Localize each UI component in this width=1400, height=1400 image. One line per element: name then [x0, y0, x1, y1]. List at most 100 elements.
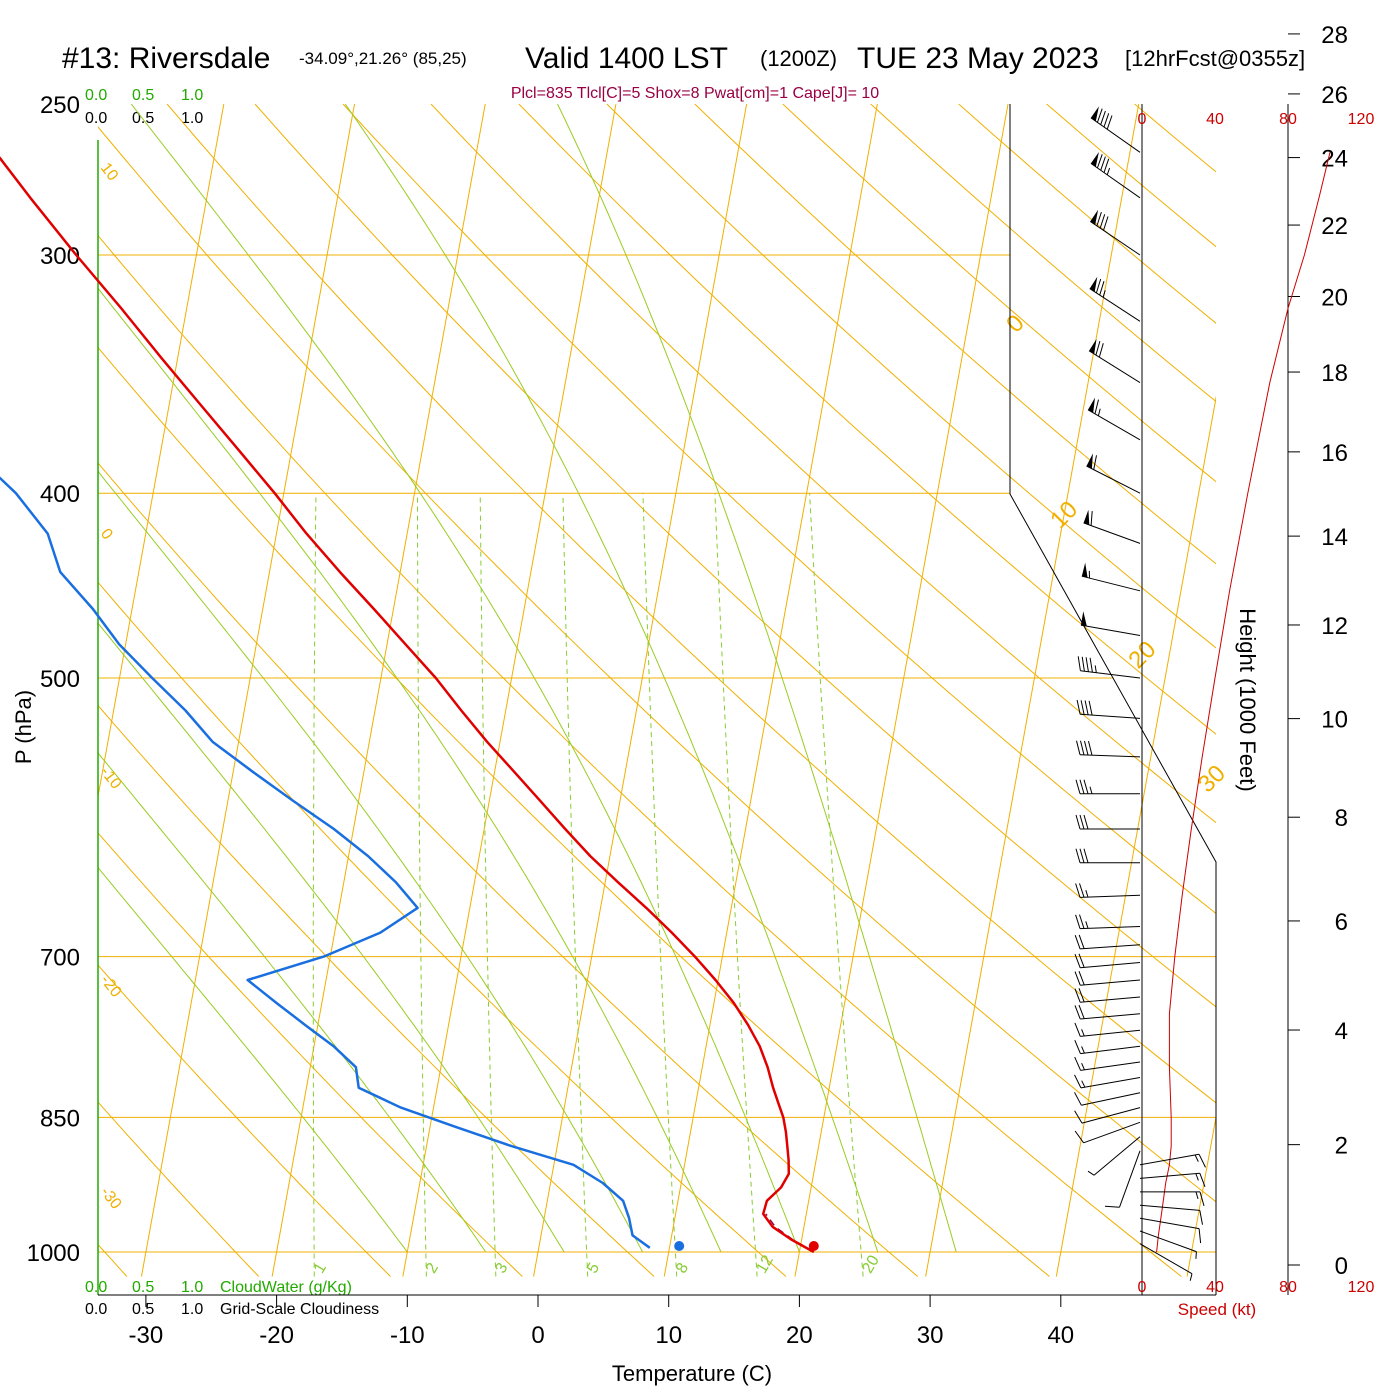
right-boundary: [1009, 104, 1217, 1295]
wind-barb: [1075, 914, 1141, 930]
wind-barb: [1083, 509, 1141, 544]
wind-barb: [1074, 1004, 1141, 1020]
pressure-tick-label: 1000: [27, 1240, 80, 1267]
wind-barb: [1080, 611, 1141, 636]
wind-barb: [1139, 1243, 1193, 1281]
dry-adiabat-line: [606, 104, 1216, 649]
cloud-scale-bottom-green-1: 0.5: [132, 1279, 154, 1296]
plot-frame: [97, 104, 1289, 1296]
cloud-scale-top-black-1: 0.5: [132, 110, 154, 127]
temperature-tick-label: 20: [786, 1322, 813, 1349]
mixing-ratio-label: 20: [859, 1252, 883, 1276]
speed-tick-label: 120: [1348, 111, 1375, 128]
dewpoint-line: [0, 476, 651, 1249]
dry-adiabat-line: [430, 104, 1216, 824]
isotherm-boundary-label: 10: [1045, 496, 1083, 534]
dry-adiabat-line: [98, 704, 655, 1277]
wind-barb: [1089, 276, 1141, 322]
cloud-scale-bottom-green-0: 0.0: [85, 1279, 107, 1296]
height-axis-label: Height (1000 Feet): [1235, 608, 1260, 791]
wind-barb: [1139, 1217, 1202, 1244]
cloud-scale-bottom-black-2: 1.0: [181, 1301, 203, 1318]
dry-adiabat-line: [98, 832, 523, 1277]
wind-barb: [1076, 740, 1141, 758]
mixing-ratio-line: [312, 493, 317, 1277]
isotherm-line: [402, 104, 617, 1277]
temperature-tick-label: -20: [259, 1322, 294, 1349]
mixing-ratio-line: [417, 493, 427, 1277]
speed-tick-label: 0: [1138, 1279, 1147, 1296]
wind-barb: [1074, 1040, 1141, 1055]
wind-barb: [1074, 988, 1141, 1003]
mixing-ratio-label: 2: [423, 1260, 442, 1276]
moist-adiabat-line: [98, 752, 487, 1253]
valid-zulu: (1200Z): [760, 46, 837, 71]
isotherm-line: [1186, 1114, 1216, 1277]
mixing-ratio-line: [479, 493, 497, 1277]
isotherm-line: [533, 104, 748, 1277]
dewpoint-profile: [0, 476, 651, 1249]
isotherm-line: [794, 104, 1009, 1277]
parcel-path: [765, 1213, 815, 1253]
cloud-scale-top-green-1: 0.5: [132, 87, 154, 104]
wind-barb: [1074, 1056, 1141, 1071]
dry-adiabat-line: [98, 964, 391, 1277]
moist-adiabat-line: [557, 104, 957, 1253]
height-tick-label: 22: [1321, 213, 1348, 240]
height-tick-label: 14: [1321, 524, 1348, 551]
speed-tick-label: 120: [1348, 1279, 1375, 1296]
height-tick-label: 4: [1335, 1018, 1348, 1045]
dry-adiabat-line: [98, 1101, 260, 1277]
isotherm-line: [663, 104, 878, 1277]
wind-barb: [1139, 1204, 1203, 1225]
wind-barb: [1090, 152, 1141, 199]
dry-adiabat-line: [1046, 104, 1216, 248]
dry-adiabat-line: [518, 104, 1216, 735]
pressure-tick-label: 400: [40, 481, 80, 508]
speed-tick-label: 80: [1279, 111, 1297, 128]
moist-adiabat-line: [344, 104, 879, 1253]
dry-adiabat-line: [98, 462, 919, 1277]
pressure-tick-label: 850: [40, 1105, 80, 1132]
dry-adiabat-line: [958, 104, 1216, 324]
isotherm-line: [140, 104, 356, 1277]
mixing-ratio-lines: [312, 493, 864, 1277]
station-title: #13: Riversdale: [62, 42, 270, 75]
temperature-tick-label: 30: [917, 1322, 944, 1349]
wind-barb: [1074, 1074, 1141, 1089]
wind-barb: [1087, 1136, 1141, 1176]
isotherm-label: -30: [97, 1184, 125, 1213]
dry-adiabats: [98, 104, 1216, 1277]
wind-barb: [1075, 779, 1140, 795]
temperature-profile: [0, 156, 815, 1254]
valid-date: TUE 23 May 2023: [857, 42, 1099, 75]
stability-indices: Plcl=835 Tlcl[C]=5 Shox=8 Pwat[cm]=1 Cap…: [511, 85, 879, 102]
moist-adiabat-line: [98, 866, 408, 1253]
height-tick-label: 28: [1321, 22, 1348, 49]
cloudwater-scale-top: 0.0 0.5 1.0 0.0 0.5 1.0: [85, 87, 203, 127]
wind-speed-profile: [1156, 152, 1331, 1253]
speed-tick-label: 80: [1279, 1279, 1297, 1296]
height-tick-label: 8: [1335, 805, 1348, 832]
speed-tick-label: 0: [1138, 111, 1147, 128]
forecast-info: [12hrFcst@0355z]: [1125, 46, 1305, 71]
parcel-line: [765, 1213, 815, 1253]
height-tick-labels: 02468101214161820222426283032: [1288, 22, 1348, 1280]
dry-adiabat-line: [694, 104, 1216, 565]
isotherm-label: 10: [97, 160, 121, 185]
speed-axis-label: Speed (kt): [1178, 1300, 1256, 1319]
height-tick-label: 2: [1335, 1133, 1348, 1160]
temperature-tick-label: 40: [1047, 1322, 1074, 1349]
wind-barb: [1077, 656, 1141, 679]
isobars: [98, 254, 1216, 1253]
dry-adiabat-line: [98, 581, 787, 1277]
wind-barb: [1075, 883, 1141, 898]
isotherm-label: 0: [97, 526, 116, 544]
dry-adiabat-line: [166, 104, 1216, 1104]
pressure-tick-label: 300: [40, 243, 80, 270]
height-tick-label: 24: [1321, 146, 1348, 173]
surface-dewpoint-point: [674, 1241, 685, 1251]
height-tick-label: 18: [1321, 360, 1348, 387]
dry-adiabat-line: [782, 104, 1216, 483]
